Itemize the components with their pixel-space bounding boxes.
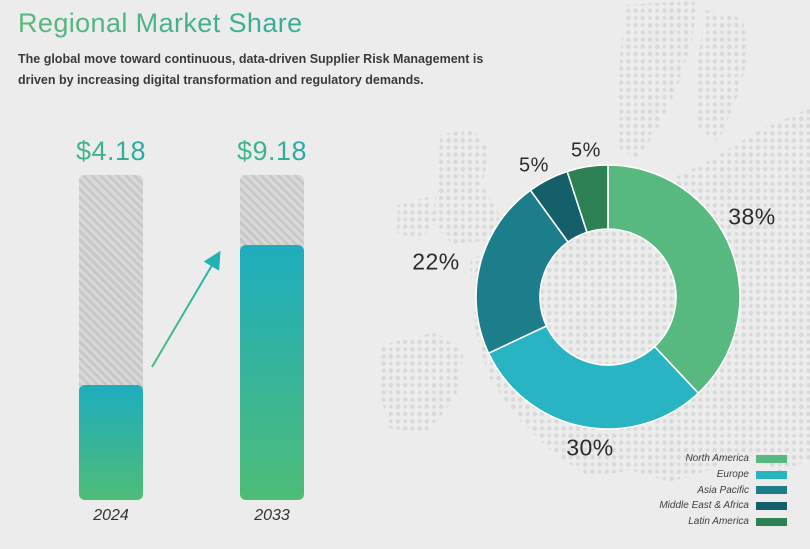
legend-swatch-latin-america xyxy=(756,517,787,526)
legend-swatch-europe xyxy=(756,470,787,479)
donut-label-europe: 30% xyxy=(566,434,614,461)
header: Regional Market Share The global move to… xyxy=(18,8,483,92)
legend-label: Europe xyxy=(716,469,749,481)
donut-label-north-america: 38% xyxy=(728,203,776,230)
legend-item-middle-east-africa: Middle East & Africa xyxy=(659,498,787,514)
legend-swatch-asia-pacific xyxy=(756,486,787,495)
bar-label-2033: 2033 xyxy=(254,507,290,524)
donut-label-latin-america: 5% xyxy=(571,139,601,162)
legend-label: North America xyxy=(685,453,749,465)
bar-2024 xyxy=(79,175,143,500)
page-subtitle: The global move toward continuous, data-… xyxy=(18,49,483,92)
donut-slice-latin-america xyxy=(566,164,609,234)
page-title: Regional Market Share xyxy=(18,8,483,39)
subtitle-line-2: driven by increasing digital transformat… xyxy=(18,73,424,88)
donut-label-asia-pacific: 22% xyxy=(412,248,460,275)
legend-item-north-america: North America xyxy=(659,451,787,467)
legend-label: Middle East & Africa xyxy=(659,500,749,512)
donut-slice-north-america xyxy=(607,164,741,395)
growth-arrow-icon xyxy=(151,250,221,368)
legend-label: Latin America xyxy=(688,516,749,528)
donut-slice-asia-pacific xyxy=(475,189,570,355)
bar-2033 xyxy=(240,175,304,500)
bar-value-2033: $9.18 xyxy=(212,136,332,167)
donut-slice-europe xyxy=(487,324,700,430)
donut-label-middle-east-africa: 5% xyxy=(519,154,549,177)
legend-swatch-north-america xyxy=(756,454,787,463)
donut-legend: North America Europe Asia Pacific Middle… xyxy=(659,451,787,529)
bar-fill-2033 xyxy=(240,244,304,500)
legend-item-asia-pacific: Asia Pacific xyxy=(659,482,787,498)
bar-fill-2024 xyxy=(79,384,143,500)
bar-value-2024: $4.18 xyxy=(51,136,171,167)
subtitle-line-1: The global move toward continuous, data-… xyxy=(18,52,484,66)
legend-label: Asia Pacific xyxy=(697,484,749,496)
legend-item-latin-america: Latin America xyxy=(659,514,787,530)
legend-swatch-middle-east-africa xyxy=(756,501,787,510)
donut-chart xyxy=(475,164,741,430)
bar-label-2024: 2024 xyxy=(93,507,129,524)
legend-item-europe: Europe xyxy=(659,467,787,483)
